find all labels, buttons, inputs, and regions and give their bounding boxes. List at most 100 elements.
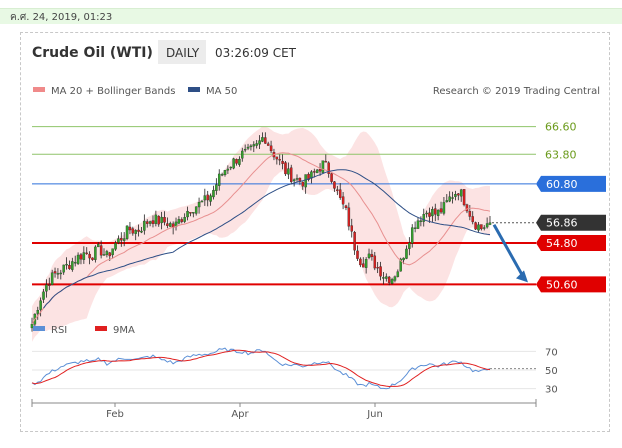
rsi-ma-legend-label: 9MA [113,325,135,336]
candle [220,172,224,177]
candle [422,208,425,227]
candle [53,267,57,278]
candle-body [402,257,405,261]
candle [292,178,296,187]
candles [30,132,492,332]
research-credit: Research © 2019 Trading Central [433,86,600,97]
ma50-line [43,169,491,309]
candle-body [137,229,140,232]
candle [367,248,371,260]
candle-body [157,215,160,225]
candle-body [88,253,91,259]
chart-frame [20,32,610,432]
timestamp-bar: ค.ศ. 24, 2019, 01:23 [0,8,622,24]
timeframe-label: DAILY [166,46,200,60]
candle-body [382,277,385,279]
candle [431,206,434,222]
candle-body [177,219,181,224]
candle [157,215,160,227]
chart-title: Crude Oil (WTI) [32,45,153,61]
candle [315,168,319,174]
candle [192,212,195,218]
candle-body [313,171,316,173]
candle-body [289,167,293,183]
candle-body [266,143,270,146]
candle-body [465,204,469,212]
candle-body [30,323,34,329]
candle-body [356,250,359,259]
candle-body [148,221,152,224]
candle [385,273,388,282]
candle [128,221,132,235]
candle [102,248,106,256]
candle [477,222,480,233]
candle [255,140,258,149]
candle [442,197,446,216]
candle [117,235,120,245]
rsi-ma-legend-swatch [95,326,107,331]
candle [301,181,305,190]
candle-body [390,279,394,284]
candle [134,229,137,241]
candle [42,288,45,303]
candle [148,220,152,227]
candle-body [264,137,267,144]
candle [264,132,267,144]
candle-body [364,259,368,268]
candle [183,213,186,224]
candle-body [362,263,365,268]
candle [189,212,192,217]
candle-body [428,212,431,217]
candle-body [488,222,492,225]
candle [71,257,74,272]
candle [462,189,466,207]
candle [439,201,443,214]
candle-body [451,197,454,199]
candle-body [448,196,451,202]
candle-body [413,227,417,229]
candle-body [56,273,60,275]
candle-body [235,159,238,164]
candle [59,269,63,280]
candle [419,216,423,227]
candle-body [94,246,97,260]
candle-body [485,223,489,228]
candle-body [399,258,402,272]
candle [91,257,94,261]
candle [209,193,212,206]
candle-body [140,230,143,233]
candle-body [477,224,480,231]
candle-body [209,195,212,202]
candle-body [108,252,112,257]
candle-body [36,310,40,314]
candle [160,211,163,230]
candle-body [246,146,250,149]
candle-body [194,206,198,214]
candle [249,144,253,151]
candle-body [431,209,434,217]
candle-body [387,276,391,283]
candle [217,169,221,191]
candle [200,199,204,203]
candle [474,221,477,231]
candle-body [278,159,281,161]
candle [390,277,394,285]
ma50-legend-swatch [188,87,200,92]
candle-body [114,243,117,250]
candle [73,255,77,267]
candle [451,191,454,204]
chart-time: 03:26:09 CET [215,46,297,60]
candle [140,226,143,234]
candle-body [79,254,83,260]
candle [425,210,428,218]
candle-body [39,300,42,310]
candle-body [261,137,264,142]
timeframe-badge[interactable] [158,40,206,64]
candle [45,279,48,298]
candle-body [353,232,356,251]
candle [324,154,328,163]
candle [336,185,339,196]
candle-body [226,168,230,171]
candle-body [327,162,330,174]
candle [376,261,379,274]
